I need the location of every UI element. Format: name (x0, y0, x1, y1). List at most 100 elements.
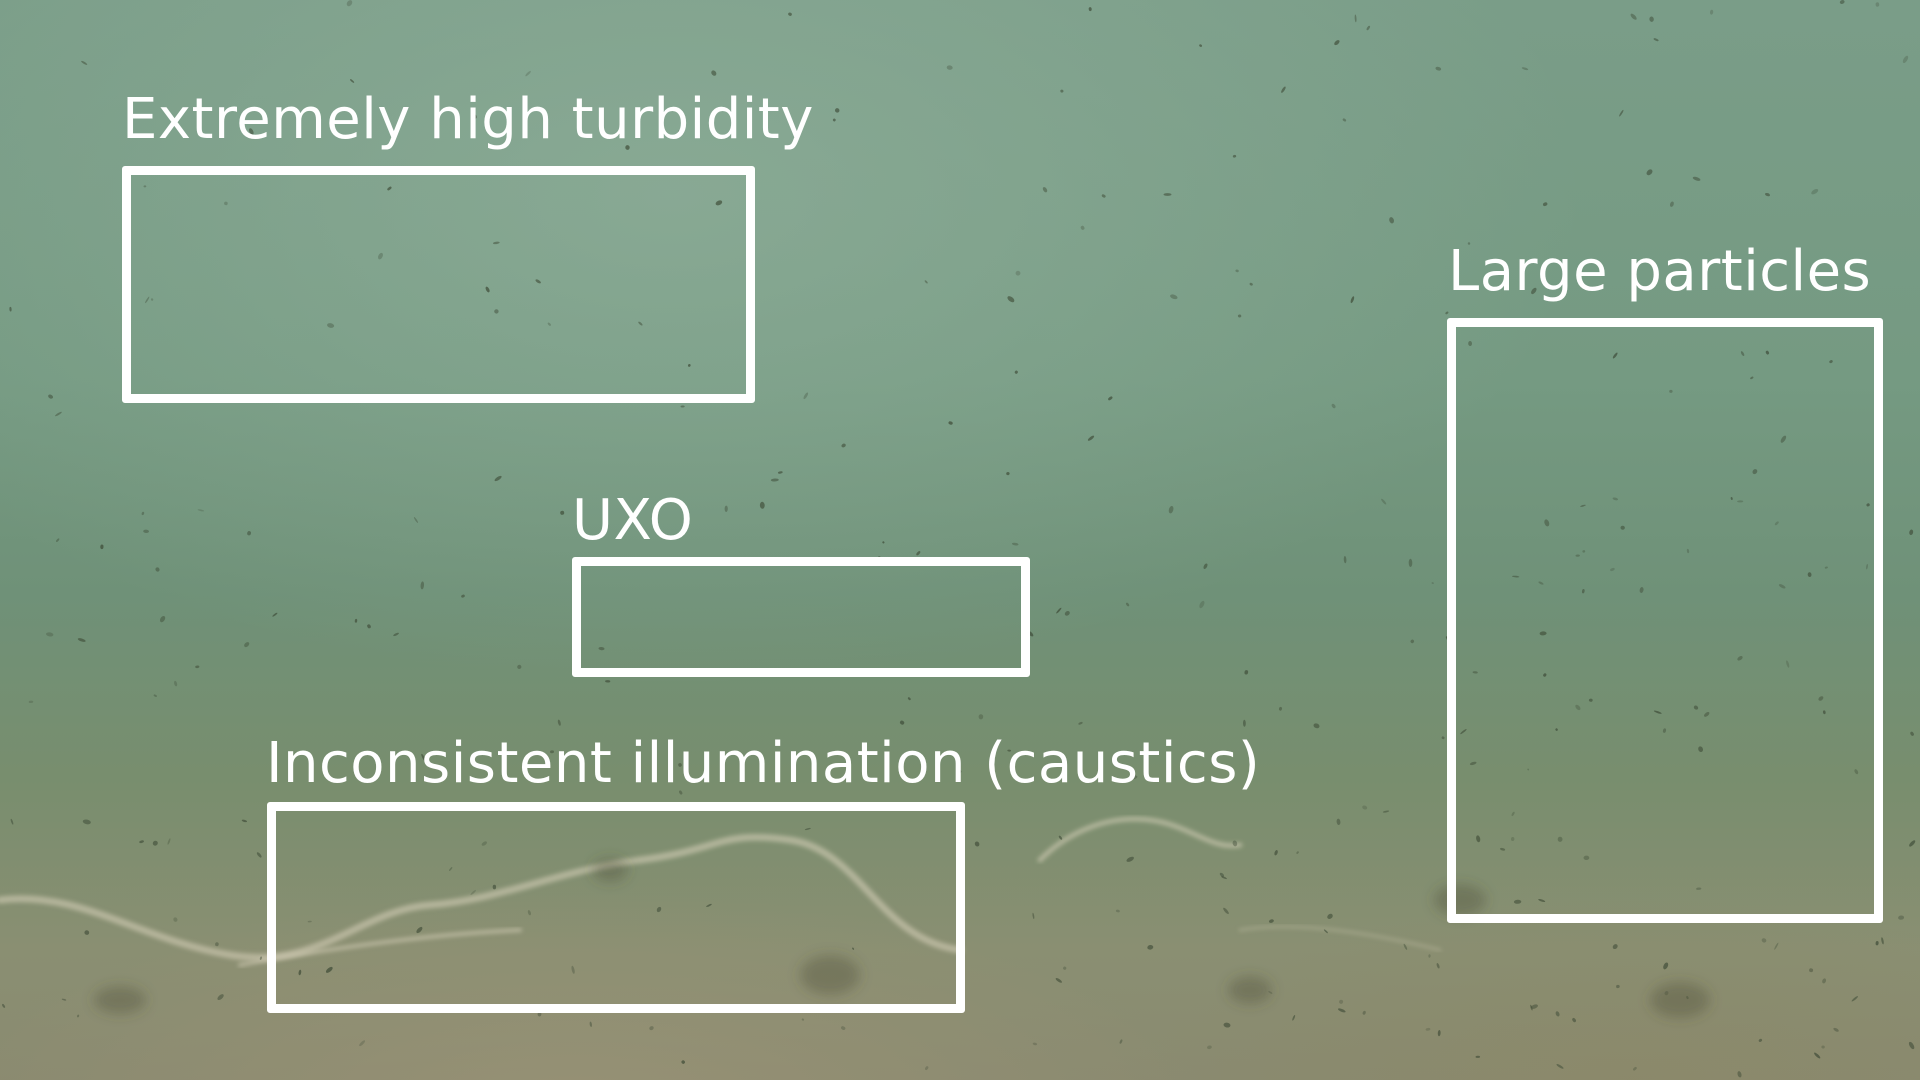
particle (378, 252, 383, 260)
particle (421, 753, 426, 762)
particle (1582, 550, 1586, 553)
particle (1223, 1022, 1231, 1028)
particle (256, 852, 262, 858)
particle (1249, 282, 1253, 286)
particle (350, 79, 355, 83)
particle (272, 612, 278, 617)
particle (1101, 194, 1106, 198)
particle (1274, 850, 1278, 856)
particle (481, 841, 487, 846)
particle (1389, 217, 1395, 224)
particle (81, 60, 88, 65)
particle (1336, 818, 1341, 825)
particle (1686, 548, 1690, 554)
particle (1042, 187, 1048, 193)
particle (1527, 768, 1530, 771)
particle (1575, 554, 1580, 557)
particle (1531, 1004, 1538, 1009)
particle (195, 665, 200, 669)
particle (1807, 572, 1812, 577)
particle (1909, 529, 1914, 536)
particle (1219, 872, 1225, 877)
particle (82, 819, 91, 825)
particle (706, 903, 712, 907)
particle (1431, 582, 1434, 585)
particle (1060, 89, 1064, 93)
particle (327, 323, 335, 328)
particle (589, 1021, 592, 1027)
particle (153, 694, 157, 697)
particle (1764, 192, 1771, 197)
particle (100, 544, 104, 550)
particle (259, 956, 262, 960)
particle (1875, 2, 1880, 7)
particle (150, 298, 154, 301)
particle (393, 632, 399, 637)
particle (550, 750, 554, 754)
particle (1824, 566, 1828, 569)
particle (1006, 471, 1010, 476)
particle (1811, 189, 1819, 195)
turbidity-label: Extremely high turbidity (122, 87, 814, 152)
particle (1758, 1038, 1763, 1042)
particle (1032, 912, 1035, 920)
particle (649, 1026, 654, 1031)
particle (1014, 370, 1018, 374)
particle (1313, 723, 1320, 729)
particle (1063, 966, 1067, 970)
particle (247, 531, 252, 536)
particle (1337, 1008, 1346, 1013)
particle (678, 763, 682, 767)
particle (1898, 915, 1905, 920)
particle (1147, 944, 1154, 950)
particle (48, 394, 54, 399)
particle (1703, 711, 1710, 717)
particle (1441, 736, 1445, 740)
particle (1639, 587, 1644, 593)
particle (1646, 169, 1653, 176)
particle (1530, 1004, 1533, 1011)
particle (1469, 761, 1477, 766)
particle (711, 70, 717, 76)
uxo-label: UXO (572, 488, 694, 553)
particle (1130, 775, 1138, 780)
particle (152, 840, 158, 846)
particle (759, 501, 765, 509)
particle (473, 114, 477, 119)
caustics-label: Inconsistent illumination (caustics) (266, 731, 1261, 796)
particle (715, 200, 723, 206)
particle (1761, 938, 1767, 943)
particle (681, 1060, 685, 1064)
particle (525, 70, 531, 77)
particle (1786, 660, 1790, 668)
particle (770, 478, 779, 482)
particle (387, 186, 392, 191)
particle (1163, 193, 1172, 196)
particle (1662, 728, 1667, 733)
particle (1055, 978, 1062, 983)
particle (1007, 749, 1012, 752)
particle (1007, 296, 1015, 303)
particle (1572, 1018, 1576, 1023)
particle (1296, 851, 1299, 854)
particle (656, 906, 662, 913)
particle (1649, 16, 1654, 22)
particle (527, 910, 531, 916)
particle (638, 321, 643, 326)
particle (10, 818, 14, 825)
particle (485, 286, 490, 293)
particle (1278, 706, 1283, 711)
particle (1581, 589, 1585, 594)
particle (1543, 202, 1548, 207)
particle (1833, 1027, 1839, 1032)
particle (1809, 968, 1814, 973)
particle (449, 867, 453, 871)
particle (28, 700, 34, 704)
particle (1207, 1045, 1212, 1050)
particle (77, 1014, 80, 1018)
particle (494, 309, 499, 314)
particle (492, 884, 497, 890)
particle (1199, 600, 1205, 609)
particle (1080, 225, 1085, 230)
particle (1875, 941, 1879, 946)
